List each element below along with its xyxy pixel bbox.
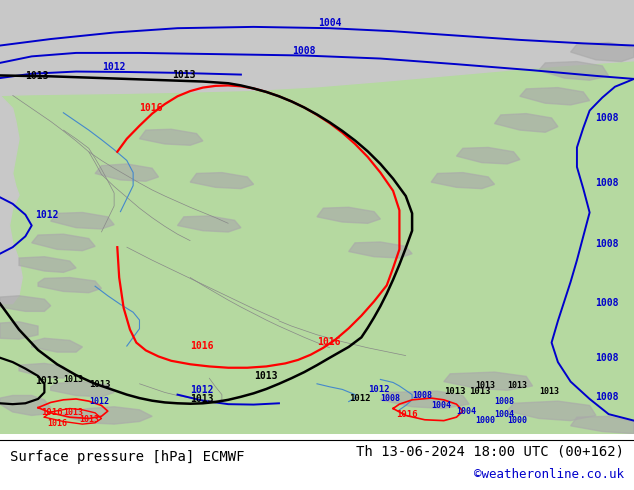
Polygon shape — [32, 234, 95, 251]
Text: 1013: 1013 — [254, 371, 278, 381]
Polygon shape — [19, 364, 70, 378]
Polygon shape — [571, 416, 634, 434]
Text: 1004: 1004 — [431, 401, 451, 411]
Text: 1013: 1013 — [469, 387, 491, 396]
Text: 1008: 1008 — [292, 46, 316, 56]
Text: 1013: 1013 — [35, 376, 58, 386]
Text: 1013: 1013 — [539, 387, 559, 396]
Text: 1008: 1008 — [595, 298, 618, 308]
Text: 1016: 1016 — [190, 341, 214, 351]
Text: 1012: 1012 — [349, 394, 370, 403]
Text: 1013: 1013 — [444, 387, 465, 396]
Polygon shape — [349, 242, 412, 258]
Text: 1016: 1016 — [139, 102, 163, 113]
Text: 1016: 1016 — [41, 409, 63, 417]
Text: ©weatheronline.co.uk: ©weatheronline.co.uk — [474, 468, 624, 481]
Text: 1013: 1013 — [190, 394, 214, 404]
Text: 1008: 1008 — [495, 397, 515, 406]
Text: 1000: 1000 — [507, 416, 527, 425]
Polygon shape — [0, 395, 51, 416]
Polygon shape — [539, 62, 609, 80]
Text: 1012: 1012 — [89, 397, 109, 406]
Text: 1008: 1008 — [595, 239, 618, 249]
Polygon shape — [51, 382, 114, 397]
Polygon shape — [190, 172, 254, 189]
Text: 1004: 1004 — [456, 407, 477, 416]
Text: 1012: 1012 — [35, 210, 58, 220]
Text: 1013: 1013 — [507, 381, 527, 390]
Polygon shape — [380, 391, 469, 409]
Polygon shape — [520, 88, 590, 105]
Polygon shape — [178, 216, 241, 232]
Text: 1013: 1013 — [172, 70, 196, 80]
Text: 1004: 1004 — [495, 410, 515, 419]
Polygon shape — [38, 277, 101, 293]
Polygon shape — [51, 213, 114, 229]
Text: 1008: 1008 — [595, 113, 618, 123]
Polygon shape — [0, 296, 51, 311]
Text: 1000: 1000 — [476, 416, 496, 425]
Polygon shape — [32, 338, 82, 352]
Text: 1004: 1004 — [318, 18, 342, 28]
Text: Surface pressure [hPa] ECMWF: Surface pressure [hPa] ECMWF — [10, 450, 244, 465]
Polygon shape — [19, 257, 76, 272]
Text: 1013: 1013 — [25, 71, 49, 81]
Text: 1013: 1013 — [89, 380, 110, 389]
Text: 1008: 1008 — [595, 353, 618, 363]
Polygon shape — [95, 164, 158, 181]
Text: 1013: 1013 — [476, 381, 496, 390]
Text: 1012: 1012 — [368, 386, 389, 394]
Text: 1012: 1012 — [102, 62, 126, 72]
Polygon shape — [507, 401, 596, 420]
Polygon shape — [0, 0, 634, 96]
Text: 1008: 1008 — [595, 392, 618, 402]
Polygon shape — [571, 43, 634, 62]
Text: 1013: 1013 — [79, 415, 100, 423]
Text: 1013: 1013 — [63, 409, 84, 417]
Polygon shape — [495, 114, 558, 132]
Text: 1008: 1008 — [412, 391, 432, 400]
Polygon shape — [317, 207, 380, 223]
Polygon shape — [139, 129, 203, 145]
Polygon shape — [0, 322, 38, 339]
Polygon shape — [456, 147, 520, 164]
Text: 1016: 1016 — [396, 410, 418, 419]
Text: 1012: 1012 — [190, 385, 214, 395]
Polygon shape — [444, 372, 533, 390]
Text: 1013: 1013 — [63, 375, 84, 385]
Text: 1016: 1016 — [317, 337, 340, 347]
Text: 1008: 1008 — [380, 394, 401, 403]
Polygon shape — [0, 96, 22, 304]
Polygon shape — [63, 407, 152, 424]
Text: Th 13-06-2024 18:00 UTC (00+162): Th 13-06-2024 18:00 UTC (00+162) — [356, 445, 624, 459]
Text: 1016: 1016 — [48, 419, 68, 428]
Text: 1008: 1008 — [595, 178, 618, 189]
Polygon shape — [431, 172, 495, 189]
